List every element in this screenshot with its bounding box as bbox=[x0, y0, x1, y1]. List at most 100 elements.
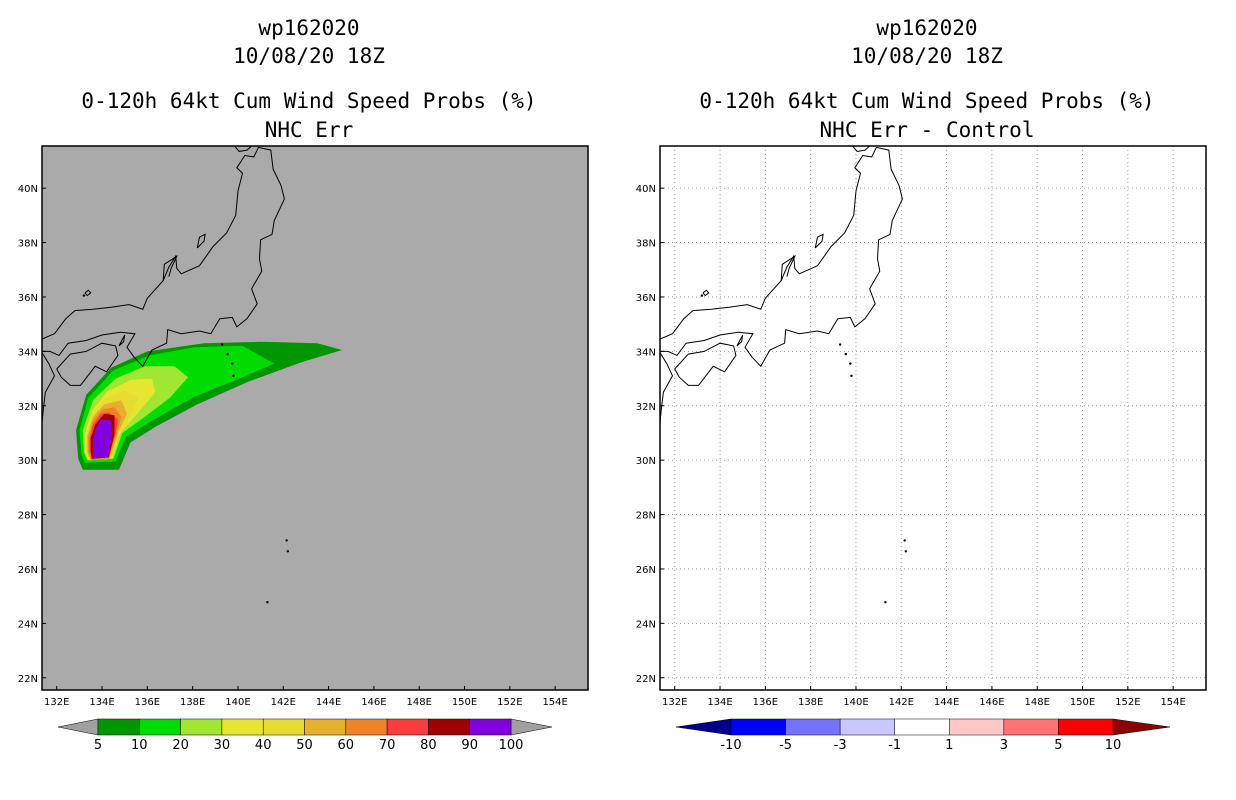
colorbar-swatch bbox=[428, 718, 470, 736]
colorbar-low-end bbox=[675, 718, 732, 736]
colorbar-label: 70 bbox=[379, 738, 396, 753]
lon-tick-label: 132E bbox=[44, 697, 69, 708]
coastline bbox=[162, 254, 178, 281]
island-marker bbox=[286, 550, 290, 553]
colorbar-label: 5 bbox=[1054, 738, 1062, 753]
coastline bbox=[56, 342, 119, 386]
right-panel: wp162020 10/08/20 18Z 0-120h 64kt Cum Wi… bbox=[618, 0, 1236, 800]
datetime-title: 10/08/20 18Z bbox=[851, 44, 1003, 68]
colorbar-swatch bbox=[730, 718, 786, 736]
island-marker bbox=[904, 550, 908, 553]
coastline bbox=[780, 254, 796, 281]
lon-tick-label: 154E bbox=[542, 697, 567, 708]
coastline bbox=[736, 334, 744, 347]
colorbar-label: -3 bbox=[834, 738, 847, 753]
right-map-figure: 132E 134E 136E 138E 140E 142E 144E 146E 148E 150E… bbox=[636, 145, 1207, 753]
island-marker bbox=[226, 352, 229, 356]
colorbar-label: -5 bbox=[779, 738, 792, 753]
lat-tick-label: 32N bbox=[18, 402, 38, 413]
lon-tick-label: 146E bbox=[979, 697, 1004, 708]
left-colorbar: 5 10 20 30 40 50 60 70 80 90 100 bbox=[57, 718, 553, 753]
coastline bbox=[660, 146, 903, 368]
lat-tick-label: 34N bbox=[636, 347, 656, 358]
colorbar-high-end bbox=[1112, 718, 1171, 736]
island-marker bbox=[285, 539, 288, 542]
map-content bbox=[42, 146, 343, 604]
map-background bbox=[660, 146, 1206, 690]
lon-tick-label: 142E bbox=[271, 697, 296, 708]
colorbar-label: 90 bbox=[461, 738, 478, 753]
colorbar-label: 50 bbox=[296, 738, 313, 753]
subtitle: NHC Err - Control bbox=[819, 118, 1035, 142]
colorbar-swatch bbox=[1003, 718, 1059, 736]
colorbar-swatch bbox=[221, 718, 264, 736]
colorbar-swatch bbox=[894, 718, 950, 736]
colorbar-swatch bbox=[839, 718, 895, 736]
island-marker bbox=[884, 600, 887, 604]
lat-tick-label: 30N bbox=[636, 456, 656, 467]
colorbar-swatch bbox=[180, 718, 223, 736]
lat-tick-label: 40N bbox=[18, 184, 38, 195]
prob-contour-90 bbox=[93, 419, 113, 459]
island-marker bbox=[838, 343, 842, 346]
island-marker bbox=[231, 362, 234, 365]
product-title: 0-120h 64kt Cum Wind Speed Probs (%) bbox=[81, 89, 537, 113]
coastline bbox=[674, 342, 737, 386]
colorbar-label: -1 bbox=[888, 738, 901, 753]
lon-tick-label: 134E bbox=[89, 697, 114, 708]
coastline bbox=[42, 146, 285, 368]
coastline bbox=[702, 289, 710, 297]
lon-tick-label: 134E bbox=[707, 697, 732, 708]
lat-tick-label: 36N bbox=[636, 293, 656, 304]
coastline bbox=[196, 233, 206, 249]
lon-tick-label: 132E bbox=[662, 697, 687, 708]
coastline bbox=[42, 352, 56, 424]
lon-tick-label: 144E bbox=[316, 697, 341, 708]
island-marker bbox=[266, 600, 269, 604]
lat-tick-label: 28N bbox=[18, 511, 38, 522]
lon-tick-label: 140E bbox=[843, 697, 868, 708]
lat-tick-label: 28N bbox=[636, 511, 656, 522]
lat-tick-label: 36N bbox=[18, 293, 38, 304]
lat-tick-label: 30N bbox=[18, 456, 38, 467]
storm-id-title: wp162020 bbox=[876, 16, 978, 40]
product-title: 0-120h 64kt Cum Wind Speed Probs (%) bbox=[699, 89, 1155, 113]
island-marker bbox=[844, 352, 847, 356]
map-content bbox=[660, 146, 1206, 690]
colorbar-swatch bbox=[1058, 718, 1114, 736]
coastline bbox=[118, 334, 126, 347]
lon-tick-label: 138E bbox=[180, 697, 205, 708]
colorbar-low-end bbox=[57, 718, 99, 736]
subtitle: NHC Err bbox=[264, 118, 354, 142]
colorbar-swatch bbox=[469, 718, 512, 736]
colorbar-label: 10 bbox=[1105, 738, 1122, 753]
island-marker bbox=[220, 343, 224, 346]
lon-tick-label: 148E bbox=[407, 697, 432, 708]
colorbar-label: 10 bbox=[131, 738, 148, 753]
island-marker bbox=[849, 362, 852, 365]
lon-tick-label: 150E bbox=[452, 697, 477, 708]
right-colorbar: -10 -5 -3 -1 1 3 5 10 bbox=[675, 718, 1171, 753]
island-marker bbox=[82, 294, 86, 297]
left-panel: wp162020 10/08/20 18Z 0-120h 64kt Cum Wi… bbox=[18, 16, 589, 753]
colorbar-label: 5 bbox=[94, 738, 102, 753]
colorbar-label: 40 bbox=[255, 738, 272, 753]
left-map-figure: 132E 134E 136E 138E 140E 142E 144E 146E 148E 150E… bbox=[18, 145, 589, 753]
lon-tick-label: 142E bbox=[889, 697, 914, 708]
datetime-title: 10/08/20 18Z bbox=[233, 44, 385, 68]
lon-tick-label: 148E bbox=[1025, 697, 1050, 708]
lat-tick-label: 22N bbox=[636, 674, 656, 685]
island-marker bbox=[700, 294, 704, 297]
lat-tick-label: 40N bbox=[636, 184, 656, 195]
lat-tick-label: 32N bbox=[636, 402, 656, 413]
colorbar-label: 30 bbox=[214, 738, 231, 753]
lat-tick-label: 24N bbox=[636, 619, 656, 630]
coastline bbox=[852, 146, 870, 152]
colorbar-label: 60 bbox=[338, 738, 355, 753]
colorbar-high-end bbox=[510, 718, 553, 736]
coastline bbox=[660, 352, 674, 424]
colorbar-label: -10 bbox=[720, 738, 741, 753]
map-frame bbox=[659, 145, 1207, 691]
lon-tick-label: 144E bbox=[934, 697, 959, 708]
coastline bbox=[84, 289, 92, 297]
